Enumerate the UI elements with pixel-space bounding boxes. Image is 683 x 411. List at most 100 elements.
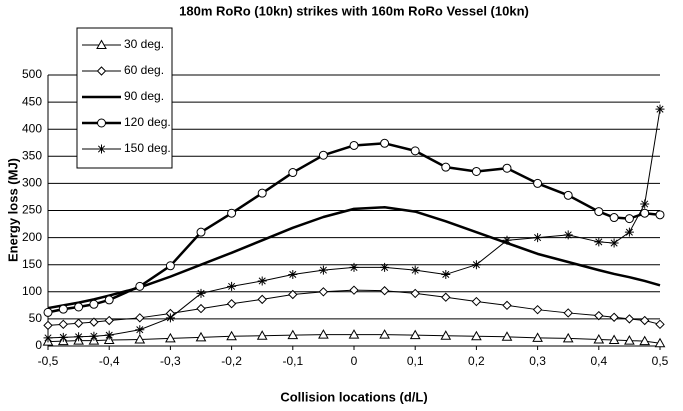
marker <box>594 237 604 247</box>
marker <box>196 303 206 314</box>
marker <box>410 265 420 275</box>
legend-label: 90 deg. <box>124 89 164 103</box>
marker <box>655 319 665 330</box>
marker <box>640 208 650 218</box>
marker <box>655 210 665 220</box>
marker <box>380 138 390 148</box>
marker <box>624 227 634 237</box>
marker <box>318 150 328 160</box>
marker <box>43 307 53 317</box>
y-tick-label: 400 <box>22 121 42 135</box>
marker <box>563 190 573 200</box>
x-tick-label: 0,3 <box>529 354 546 368</box>
legend-label: 150 deg. <box>124 141 171 155</box>
marker <box>502 235 512 245</box>
marker <box>380 262 390 272</box>
marker <box>96 39 107 49</box>
marker <box>441 162 451 172</box>
marker <box>135 313 145 323</box>
marker <box>74 302 84 312</box>
marker <box>165 261 175 271</box>
x-tick-label: 0,4 <box>590 354 607 368</box>
marker <box>195 331 207 342</box>
marker <box>532 304 543 315</box>
marker <box>409 329 421 340</box>
marker <box>471 260 481 270</box>
marker <box>104 295 114 305</box>
x-tick-label: -0,2 <box>221 354 242 368</box>
marker <box>440 330 452 340</box>
marker <box>58 319 69 330</box>
y-tick-label: 250 <box>22 203 42 217</box>
marker <box>318 265 328 275</box>
x-tick-label: 0,2 <box>468 354 485 368</box>
marker <box>227 281 237 291</box>
marker <box>563 308 573 318</box>
y-tick-label: 500 <box>22 67 42 81</box>
marker <box>257 294 267 305</box>
marker <box>135 281 145 291</box>
marker <box>134 333 146 344</box>
marker <box>165 332 176 343</box>
marker <box>379 329 390 339</box>
marker <box>471 330 482 341</box>
chart-title: 180m RoRo (10kn) strikes with 160m RoRo … <box>179 3 529 18</box>
legend-label: 60 deg. <box>124 63 164 77</box>
y-tick-label: 50 <box>29 311 43 325</box>
marker <box>501 331 513 341</box>
y-tick-label: 100 <box>22 284 42 298</box>
marker <box>441 292 451 302</box>
marker <box>563 230 573 240</box>
marker <box>441 269 451 279</box>
marker <box>288 168 298 178</box>
marker <box>97 144 106 154</box>
marker <box>533 233 543 243</box>
marker <box>532 332 543 342</box>
x-tick-label: -0,1 <box>282 354 303 368</box>
legend-label: 120 deg. <box>124 115 171 129</box>
marker <box>349 285 359 295</box>
marker <box>74 332 84 342</box>
marker <box>624 214 634 224</box>
x-tick-label: 0,1 <box>407 354 424 368</box>
y-tick-label: 300 <box>22 176 42 190</box>
marker <box>318 287 329 297</box>
marker <box>73 318 84 328</box>
marker <box>640 199 650 209</box>
marker <box>43 333 53 343</box>
marker <box>379 286 390 296</box>
legend-label: 30 deg. <box>124 37 164 51</box>
marker <box>288 269 298 279</box>
marker <box>104 315 114 326</box>
y-tick-label: 150 <box>22 257 42 271</box>
marker <box>58 304 68 314</box>
marker <box>410 146 420 156</box>
marker <box>654 337 666 348</box>
marker <box>533 178 543 188</box>
marker <box>609 213 619 223</box>
x-tick-label: -0,3 <box>160 354 181 368</box>
marker <box>594 310 604 321</box>
marker <box>348 329 360 339</box>
marker <box>135 325 145 335</box>
marker <box>502 300 512 311</box>
marker <box>104 330 114 340</box>
marker <box>608 334 620 345</box>
marker <box>43 320 53 331</box>
marker <box>226 330 237 341</box>
marker <box>609 238 619 248</box>
y-tick-label: 350 <box>22 148 42 162</box>
marker <box>89 331 99 341</box>
marker <box>318 329 329 339</box>
y-tick-label: 0 <box>35 338 42 352</box>
y-tick-label: 450 <box>22 94 42 108</box>
marker <box>594 207 604 217</box>
marker <box>593 333 605 344</box>
marker <box>165 313 175 323</box>
marker <box>639 335 651 346</box>
marker <box>288 289 298 300</box>
x-tick-label: -0,5 <box>38 354 59 368</box>
marker <box>349 262 359 272</box>
marker <box>257 276 267 286</box>
